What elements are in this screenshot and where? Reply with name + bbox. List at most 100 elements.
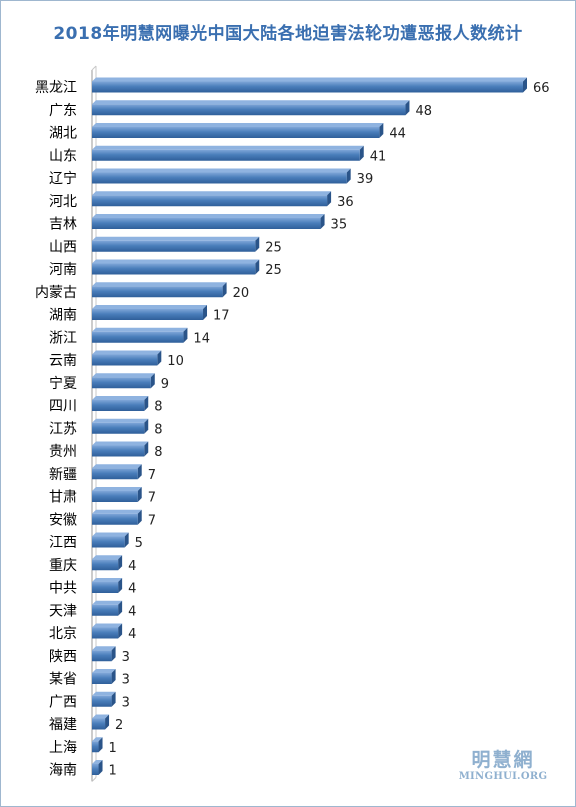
bar-side-face (359, 145, 364, 161)
bar-top-face (92, 350, 162, 355)
bar-side-face (183, 327, 188, 343)
bar-front-face (92, 604, 119, 616)
bar-side-face (118, 555, 123, 571)
bar (92, 305, 208, 320)
value-label: 3 (122, 673, 130, 688)
bar-front-face (92, 627, 119, 639)
watermark-url: MINGHUI.ORG (458, 771, 548, 782)
bar-top-face (92, 282, 227, 287)
bar-top-face (92, 123, 384, 127)
bar (92, 578, 123, 593)
category-label: 北京 (49, 626, 77, 642)
category-label: 安徽 (49, 512, 77, 528)
category-label: 黑龙江 (35, 80, 77, 96)
watermark-name: 明慧網 (471, 749, 535, 771)
value-label: 14 (193, 331, 210, 346)
category-label: 山东 (49, 148, 77, 164)
category-label: 云南 (49, 353, 77, 369)
bar (92, 100, 410, 116)
category-label: 湖北 (49, 126, 77, 142)
bar-top-face (92, 214, 325, 218)
bar (92, 646, 116, 662)
category-label: 山西 (49, 239, 77, 255)
value-label: 44 (389, 127, 406, 142)
bar (92, 282, 227, 298)
bar-side-face (327, 191, 332, 207)
bar-front-face (92, 240, 256, 252)
bar-front-face (92, 718, 106, 730)
bar-front-face (92, 331, 184, 343)
bar-top-face (92, 168, 351, 173)
bar-top-face (92, 373, 155, 378)
bar-top-face (92, 100, 410, 105)
bar (92, 214, 325, 229)
bar-front-face (92, 104, 406, 116)
bar-front-face (92, 422, 145, 434)
bar-front-face (92, 400, 145, 411)
bar (92, 623, 123, 639)
bar-front-face (92, 309, 204, 320)
category-label: 江西 (49, 535, 77, 551)
bar-top-face (92, 418, 149, 423)
bar-front-face (92, 263, 256, 275)
bar-side-face (157, 350, 162, 366)
value-label: 1 (109, 741, 117, 756)
bar-side-face (111, 691, 116, 707)
bar-side-face (98, 760, 103, 775)
bar-front-face (92, 195, 328, 207)
bar (92, 259, 260, 275)
bar-top-face (92, 236, 260, 241)
value-label: 25 (265, 263, 282, 278)
bar-front-face (92, 559, 119, 571)
chart-title: 2018年明慧网曝光中国大陆各地迫害法轮功遭恶报人数统计 (53, 24, 523, 44)
bar-front-face (92, 218, 321, 229)
category-label: 新疆 (49, 467, 77, 483)
value-label: 35 (331, 218, 348, 233)
category-label: 江苏 (49, 421, 77, 437)
value-label: 17 (213, 309, 230, 324)
bar-side-face (255, 236, 260, 252)
bar (92, 555, 123, 571)
bar (92, 373, 155, 389)
bar-front-face (92, 81, 523, 93)
value-label: 8 (154, 422, 162, 437)
category-label: 中共 (49, 581, 77, 597)
bar-side-face (144, 396, 149, 411)
value-label: 25 (265, 240, 282, 255)
bar-front-face (92, 354, 158, 366)
category-label: 天津 (49, 603, 77, 619)
bar (92, 714, 110, 730)
value-label: 4 (128, 582, 136, 597)
category-label: 上海 (49, 740, 77, 756)
bar-top-face (92, 623, 123, 628)
bar-side-face (320, 214, 325, 229)
axis-wall-top (91, 65, 97, 71)
bar (92, 464, 142, 480)
bar-side-face (379, 123, 384, 138)
bar-top-face (92, 600, 123, 605)
value-label: 1 (109, 764, 117, 779)
bar (92, 737, 103, 753)
bar-side-face (118, 600, 123, 616)
bar-front-face (92, 491, 138, 502)
bar-side-face (203, 305, 208, 320)
bar (92, 760, 103, 775)
bar-side-face (150, 373, 155, 389)
bar-top-face (92, 464, 142, 469)
category-label: 贵州 (49, 444, 77, 460)
bar-top-face (92, 441, 149, 446)
bar (92, 669, 116, 684)
category-label: 吉林 (49, 217, 77, 233)
bar-side-face (118, 578, 123, 593)
bar-top-face (92, 509, 142, 514)
bar-side-face (255, 259, 260, 275)
bar (92, 418, 149, 434)
bar-side-face (137, 487, 142, 502)
bar-top-face (92, 760, 103, 764)
category-label: 辽宁 (49, 170, 77, 187)
bar-top-face (92, 305, 208, 309)
bar-front-face (92, 513, 138, 525)
category-label: 河南 (49, 262, 77, 278)
bar-front-face (92, 741, 99, 753)
